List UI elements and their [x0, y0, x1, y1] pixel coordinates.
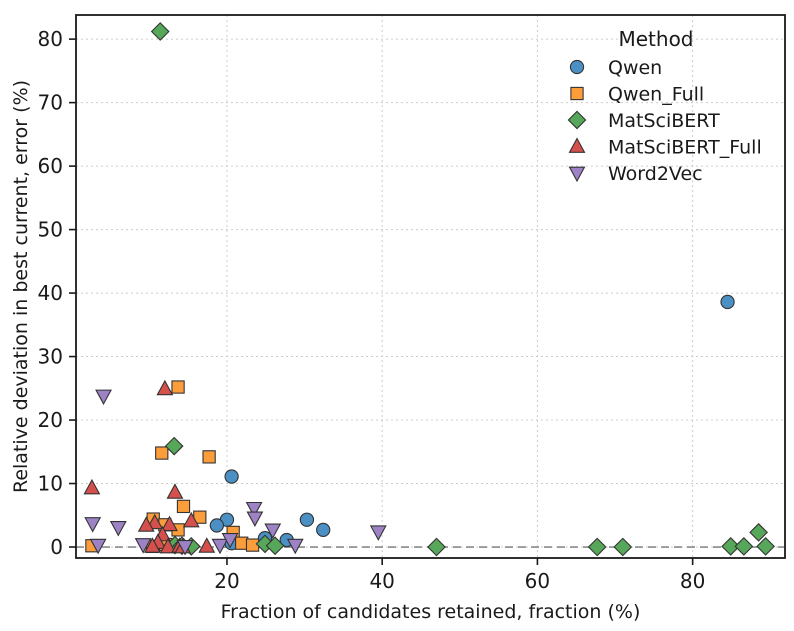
legend-item-qwen-full: Qwen_Full [570, 84, 704, 106]
data-point [224, 469, 239, 484]
legend-item-label: Qwen_Full [608, 84, 704, 106]
series-qwen [209, 294, 735, 551]
y-tick-label: 30 [38, 345, 63, 369]
legend-item-label: MatSciBERT [608, 110, 720, 132]
data-point [246, 511, 264, 527]
legend-item-word2vec: Word2Vec [568, 163, 703, 185]
data-point [427, 537, 446, 557]
data-point [109, 520, 127, 537]
data-point [286, 538, 304, 555]
x-axis-label: Fraction of candidates retained, fractio… [221, 601, 641, 623]
plot-border [75, 14, 786, 559]
x-tick-label: 20 [214, 569, 239, 593]
legend-item-qwen: Qwen [569, 57, 662, 79]
data-point [134, 538, 152, 554]
y-tick-label: 10 [38, 472, 63, 496]
data-point [83, 478, 101, 495]
y-tick-label: 70 [38, 91, 63, 115]
data-point [182, 511, 200, 528]
data-point [159, 537, 177, 554]
data-point [299, 512, 315, 527]
data-point [734, 537, 754, 556]
y-tick-label: 50 [38, 218, 63, 242]
data-point [137, 516, 155, 532]
data-point [144, 537, 161, 553]
data-point [265, 536, 285, 556]
circle-legend-marker-icon [569, 59, 585, 75]
data-point [202, 450, 216, 464]
data-point [264, 523, 282, 540]
data-point [720, 294, 735, 310]
data-point [613, 537, 633, 557]
data-point [245, 538, 260, 552]
grid-lines [76, 15, 785, 558]
legend-item-matscibert: MatSciBERT [567, 110, 720, 132]
data-point [245, 501, 263, 518]
data-point [155, 446, 169, 460]
data-point [756, 537, 775, 556]
y-tick-label: 80 [38, 27, 63, 51]
data-point [749, 523, 768, 542]
data-point [221, 533, 239, 549]
data-point [211, 538, 229, 555]
data-point [161, 515, 178, 532]
square-legend-marker-icon [570, 86, 584, 101]
y-tick-label: 40 [38, 281, 63, 305]
series-matscibert-full [83, 379, 216, 554]
series-matscibert [150, 22, 775, 557]
legend-item-matscibert-full: MatSciBERT_Full [568, 137, 762, 159]
legend-item-label: MatSciBERT_Full [608, 137, 762, 159]
data-point [198, 537, 216, 553]
data-point [176, 499, 191, 514]
legend-item-label: Qwen [608, 57, 662, 79]
triangle-down-legend-marker-icon [568, 166, 586, 183]
data-point [150, 22, 170, 41]
x-tick-label: 60 [525, 569, 550, 593]
data-point [166, 483, 184, 499]
legend-title: Method [618, 27, 693, 51]
series-word2vec [84, 389, 387, 556]
x-tick-label: 80 [680, 569, 705, 593]
axes: 20 40 60 80 0 10 20 30 40 50 60 70 80 [38, 27, 706, 593]
data-point [156, 379, 174, 396]
data-point [84, 517, 102, 533]
data-point [171, 380, 185, 394]
data-point [587, 537, 607, 557]
data-point [95, 389, 112, 406]
legend: Method Qwen Qwen_Full MatSciBERT MatSciBERT_… [567, 27, 762, 185]
y-tick-label: 60 [38, 154, 63, 178]
data-point [209, 518, 225, 533]
y-tick-label: 0 [50, 535, 63, 559]
legend-item-label: Word2Vec [608, 163, 703, 185]
x-tick-label: 40 [369, 569, 394, 593]
data-point [176, 540, 194, 556]
y-tick-label: 20 [38, 408, 63, 432]
diamond-legend-marker-icon [567, 110, 587, 130]
data-point [369, 525, 387, 541]
data-point [721, 537, 741, 556]
y-axis-label: Relative deviation in best current, erro… [10, 80, 32, 493]
data-point [316, 522, 331, 538]
data-point [164, 436, 184, 456]
data-point [89, 538, 107, 555]
triangle-up-legend-marker-icon [568, 137, 586, 153]
